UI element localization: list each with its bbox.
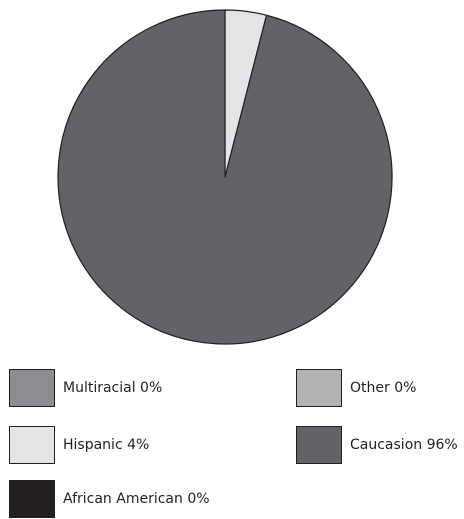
legend-swatch-hispanic	[9, 426, 55, 464]
legend-swatch-other	[296, 369, 342, 407]
legend-swatch-multiracial	[9, 369, 55, 407]
legend-label-other: Other 0%	[350, 380, 417, 396]
legend-swatch-caucasion	[296, 426, 342, 464]
legend-item-hispanic: Hispanic 4%	[9, 425, 149, 465]
legend-item-multiracial: Multiracial 0%	[9, 368, 162, 408]
legend-label-multiracial: Multiracial 0%	[63, 380, 163, 396]
legend-item-african-american: African American 0%	[9, 479, 210, 519]
legend-label-hispanic: Hispanic 4%	[63, 437, 150, 453]
pie-slices	[57, 9, 393, 345]
legend-item-other: Other 0%	[296, 368, 416, 408]
legend-item-caucasion: Caucasion 96%	[296, 425, 458, 465]
legend-swatch-african-american	[9, 480, 55, 518]
legend-label-african-american: African American 0%	[63, 491, 210, 507]
legend-label-caucasion: Caucasion 96%	[350, 437, 458, 453]
pie-slice-caucasion	[57, 9, 393, 345]
